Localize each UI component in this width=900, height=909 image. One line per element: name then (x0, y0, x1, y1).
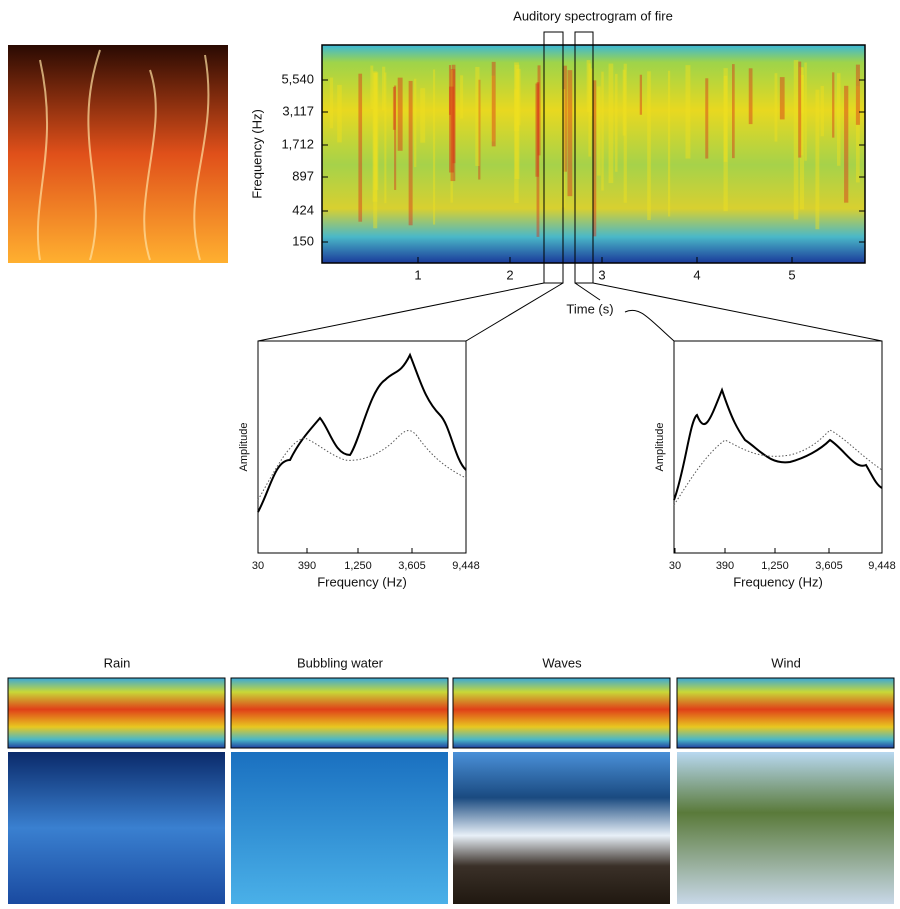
streak (414, 79, 416, 167)
example-spectrogram (453, 678, 670, 748)
y-axis-label: Amplitude (654, 423, 666, 472)
streak (492, 62, 496, 146)
streak (844, 86, 848, 203)
streak (409, 81, 413, 225)
example-photo (677, 752, 894, 904)
x-tick-label: 390 (716, 560, 734, 572)
example-title: Bubbling water (297, 655, 384, 670)
streak (337, 85, 342, 142)
x-tick-label: 1,250 (344, 560, 372, 572)
streak (821, 86, 824, 136)
example-photo (8, 752, 225, 904)
x-axis-label: Frequency (Hz) (317, 574, 407, 589)
example-spectrogram (231, 678, 448, 748)
streak (804, 63, 806, 161)
streak (832, 72, 834, 137)
x-tick-label: 4 (693, 267, 700, 282)
zoom-frame (258, 341, 466, 553)
zoom-frame (674, 341, 882, 553)
streak (587, 60, 591, 112)
y-tick-label: 150 (292, 233, 314, 248)
streak (640, 75, 642, 115)
streak (647, 71, 651, 220)
streak (624, 64, 627, 203)
streak (597, 86, 601, 175)
streak (801, 67, 804, 113)
x-axis-label: Time (s) (566, 301, 613, 316)
x-tick-label: 2 (506, 267, 513, 282)
x-tick-label: 30 (669, 560, 681, 572)
x-tick-label: 3 (598, 267, 605, 282)
x-tick-label: 3,605 (398, 560, 426, 572)
streak (724, 76, 728, 162)
y-tick-label: 1,712 (281, 136, 314, 151)
streak (420, 88, 425, 142)
x-tick-label: 3,605 (815, 560, 843, 572)
y-tick-label: 897 (292, 168, 314, 183)
x-tick-label: 5 (788, 267, 795, 282)
y-axis-label: Amplitude (238, 423, 250, 472)
spectrum-curve-dotted (258, 431, 466, 500)
streak (794, 60, 799, 219)
x-tick-label: 9,448 (452, 560, 480, 572)
x-tick-label: 390 (298, 560, 316, 572)
example-photo (231, 752, 448, 904)
y-axis-label: Frequency (Hz) (249, 109, 264, 199)
streak (837, 73, 840, 166)
example-spectrogram (8, 678, 225, 748)
main-title: Auditory spectrogram of fire (513, 8, 673, 23)
example-title: Wind (771, 655, 801, 670)
streak (780, 77, 785, 119)
streak (685, 65, 690, 158)
figure: Auditory spectrogram of fire Frequency (… (0, 0, 900, 904)
x-tick-label: 1 (414, 267, 421, 282)
streak (514, 89, 518, 203)
y-tick-label: 5,540 (281, 71, 314, 86)
streak (538, 65, 541, 155)
streak (601, 72, 604, 191)
streak (475, 67, 479, 166)
streak (568, 70, 573, 196)
example-photo (453, 752, 670, 904)
example-title: Waves (542, 655, 582, 670)
streak (394, 86, 396, 190)
streak (749, 68, 753, 124)
streak (460, 75, 463, 118)
y-tick-label: 3,117 (282, 103, 314, 118)
streak (382, 67, 385, 111)
streak (373, 73, 377, 228)
streak (609, 64, 614, 183)
streak (798, 62, 801, 158)
example-title: Rain (104, 655, 131, 670)
spectrum-curve (258, 355, 466, 512)
x-axis-label: Frequency (Hz) (733, 574, 823, 589)
streak (330, 78, 333, 129)
streak (775, 73, 778, 141)
x-tick-label: 9,448 (868, 560, 896, 572)
streak (815, 90, 819, 230)
x-tick-label: 1,250 (761, 560, 789, 572)
example-spectrogram (677, 678, 894, 748)
y-tick-label: 424 (292, 202, 314, 217)
spectrum-curve-dotted (674, 430, 882, 505)
streak (398, 78, 403, 151)
streak (615, 74, 617, 172)
streak (856, 65, 860, 125)
x-tick-label: 30 (252, 560, 264, 572)
streak (668, 71, 670, 217)
streak (705, 78, 708, 158)
streak (732, 64, 735, 158)
streak (449, 87, 454, 173)
streak (433, 69, 435, 224)
streak (358, 74, 362, 222)
